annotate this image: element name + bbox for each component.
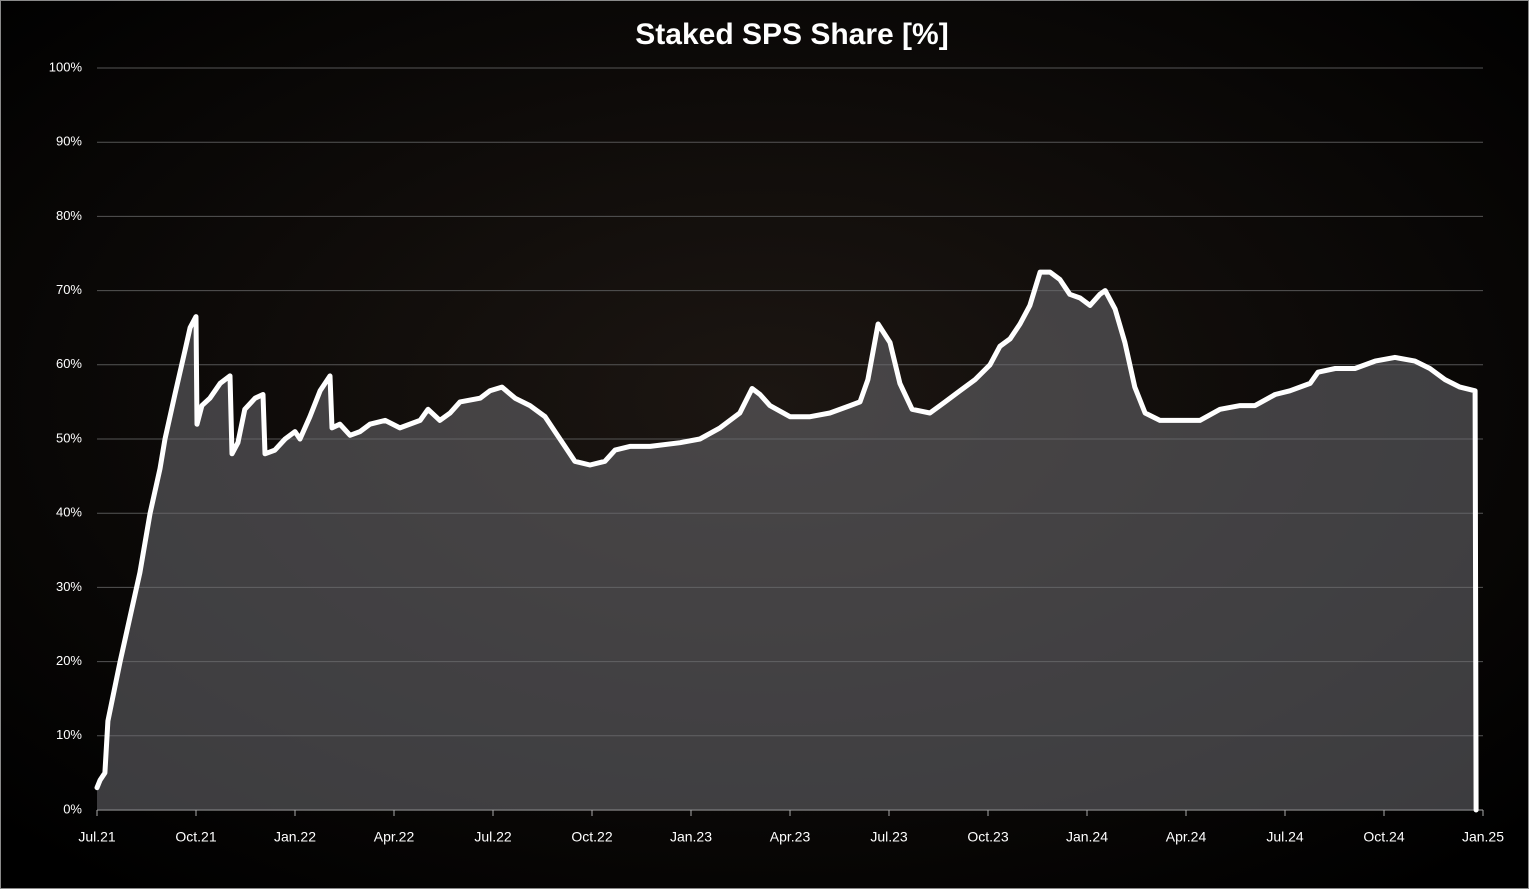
x-tick-label: Oct.24 [1363,829,1404,845]
y-tick-label: 70% [56,282,82,297]
line [94,269,1479,813]
x-tick-label: Apr.24 [1166,829,1207,845]
y-tick-label: 20% [56,653,82,668]
x-tick-label: Jan.22 [274,829,316,845]
x-tick-label: Jan.23 [670,829,712,845]
x-tick-label: Oct.23 [967,829,1008,845]
y-tick-label: 40% [56,505,82,520]
y-tick-label: 0% [63,801,82,816]
x-tick-label: Jan.25 [1462,829,1504,845]
y-tick-label: 30% [56,579,82,594]
chart-title: Staked SPS Share [%] [635,18,948,51]
x-tick-label: Oct.22 [571,829,612,845]
x-tick-label: Jan.24 [1066,829,1108,845]
x-tick-label: Apr.22 [374,829,415,845]
area-fill [97,272,1477,811]
x-tick-label: Oct.21 [175,829,216,845]
x-tick-label: Jul.23 [870,829,908,845]
y-tick-label: 90% [56,134,82,149]
y-tick-label: 100% [49,59,83,74]
x-tick-label: Apr.23 [770,829,811,845]
y-tick-label: 50% [56,430,82,445]
x-tick-label: Jul.24 [1266,829,1304,845]
y-tick-label: 80% [56,208,82,223]
x-tick-label: Jul.22 [474,829,512,845]
x-tick-label: Jul.21 [78,829,116,845]
y-tick-label: 10% [56,727,82,742]
y-tick-label: 60% [56,356,82,371]
